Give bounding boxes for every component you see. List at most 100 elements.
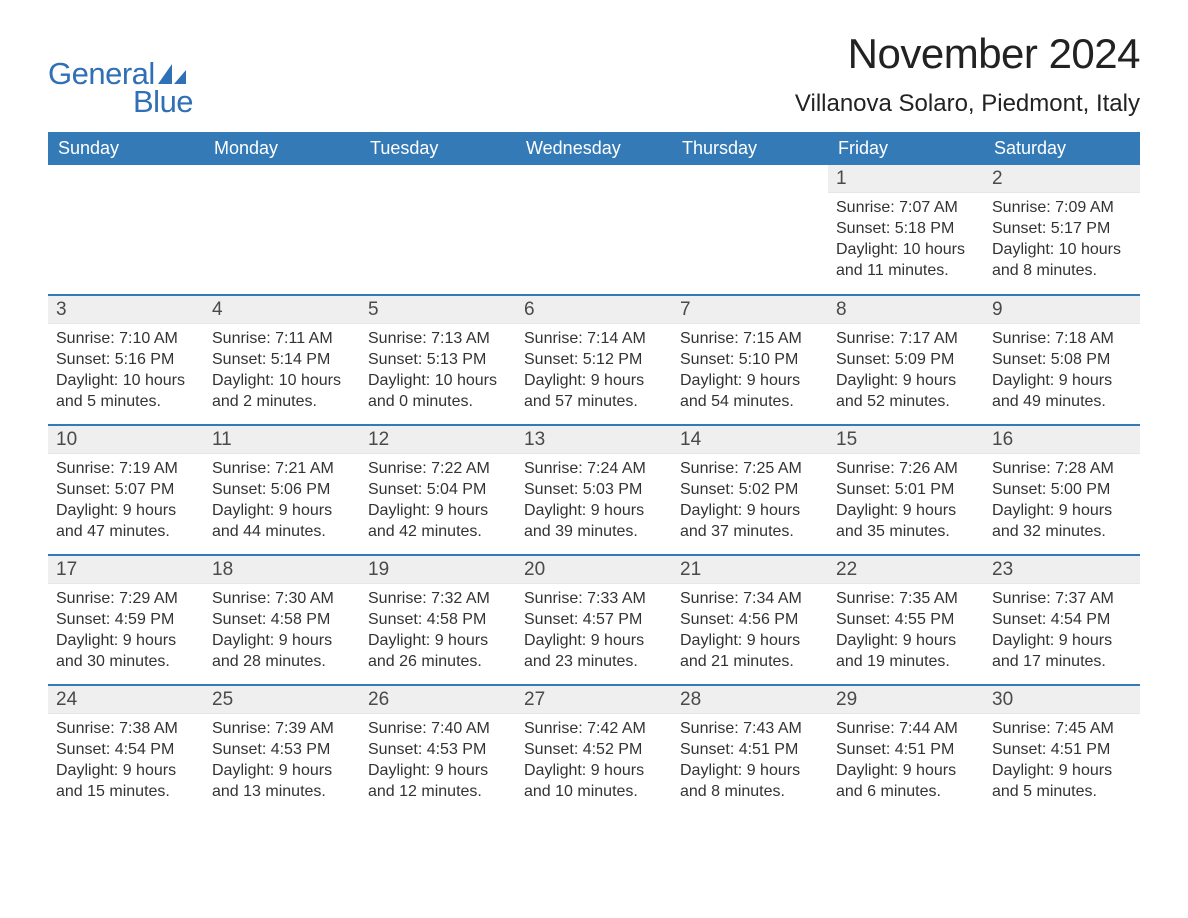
day-number: 28 [672, 686, 828, 714]
sunset-line: Sunset: 5:00 PM [992, 479, 1132, 500]
calendar-cell: 4Sunrise: 7:11 AMSunset: 5:14 PMDaylight… [204, 295, 360, 425]
daylight-line: Daylight: 9 hours and 12 minutes. [368, 760, 508, 802]
calendar-cell: 23Sunrise: 7:37 AMSunset: 4:54 PMDayligh… [984, 555, 1140, 685]
calendar-week: 3Sunrise: 7:10 AMSunset: 5:16 PMDaylight… [48, 295, 1140, 425]
calendar-header-row: SundayMondayTuesdayWednesdayThursdayFrid… [48, 132, 1140, 165]
day-number: 15 [828, 426, 984, 454]
sunrise-line: Sunrise: 7:25 AM [680, 458, 820, 479]
calendar-cell: 3Sunrise: 7:10 AMSunset: 5:16 PMDaylight… [48, 295, 204, 425]
day-number: 11 [204, 426, 360, 454]
daylight-line: Daylight: 9 hours and 44 minutes. [212, 500, 352, 542]
calendar-cell: 24Sunrise: 7:38 AMSunset: 4:54 PMDayligh… [48, 685, 204, 815]
weekday-header: Thursday [672, 132, 828, 165]
weekday-header: Saturday [984, 132, 1140, 165]
sunrise-line: Sunrise: 7:09 AM [992, 197, 1132, 218]
calendar-cell: 7Sunrise: 7:15 AMSunset: 5:10 PMDaylight… [672, 295, 828, 425]
calendar-cell: 19Sunrise: 7:32 AMSunset: 4:58 PMDayligh… [360, 555, 516, 685]
sunset-line: Sunset: 5:02 PM [680, 479, 820, 500]
sunrise-line: Sunrise: 7:28 AM [992, 458, 1132, 479]
day-body: Sunrise: 7:17 AMSunset: 5:09 PMDaylight:… [828, 324, 984, 412]
day-body: Sunrise: 7:29 AMSunset: 4:59 PMDaylight:… [48, 584, 204, 672]
day-body: Sunrise: 7:07 AMSunset: 5:18 PMDaylight:… [828, 193, 984, 281]
sunset-line: Sunset: 5:14 PM [212, 349, 352, 370]
calendar-cell: 22Sunrise: 7:35 AMSunset: 4:55 PMDayligh… [828, 555, 984, 685]
day-body: Sunrise: 7:09 AMSunset: 5:17 PMDaylight:… [984, 193, 1140, 281]
calendar-cell: 11Sunrise: 7:21 AMSunset: 5:06 PMDayligh… [204, 425, 360, 555]
day-body: Sunrise: 7:21 AMSunset: 5:06 PMDaylight:… [204, 454, 360, 542]
calendar-week: 24Sunrise: 7:38 AMSunset: 4:54 PMDayligh… [48, 685, 1140, 815]
calendar-cell: 2Sunrise: 7:09 AMSunset: 5:17 PMDaylight… [984, 165, 1140, 295]
calendar-cell: 14Sunrise: 7:25 AMSunset: 5:02 PMDayligh… [672, 425, 828, 555]
weekday-header: Tuesday [360, 132, 516, 165]
day-body: Sunrise: 7:25 AMSunset: 5:02 PMDaylight:… [672, 454, 828, 542]
sunrise-line: Sunrise: 7:18 AM [992, 328, 1132, 349]
day-body: Sunrise: 7:39 AMSunset: 4:53 PMDaylight:… [204, 714, 360, 802]
daylight-line: Daylight: 9 hours and 30 minutes. [56, 630, 196, 672]
sunset-line: Sunset: 4:59 PM [56, 609, 196, 630]
sunset-line: Sunset: 5:09 PM [836, 349, 976, 370]
calendar-cell: .. [204, 165, 360, 295]
day-body: Sunrise: 7:44 AMSunset: 4:51 PMDaylight:… [828, 714, 984, 802]
sunrise-line: Sunrise: 7:32 AM [368, 588, 508, 609]
sunset-line: Sunset: 4:54 PM [992, 609, 1132, 630]
calendar-cell: 10Sunrise: 7:19 AMSunset: 5:07 PMDayligh… [48, 425, 204, 555]
calendar-cell: 6Sunrise: 7:14 AMSunset: 5:12 PMDaylight… [516, 295, 672, 425]
sunset-line: Sunset: 4:54 PM [56, 739, 196, 760]
daylight-line: Daylight: 9 hours and 39 minutes. [524, 500, 664, 542]
weekday-header: Wednesday [516, 132, 672, 165]
sunrise-line: Sunrise: 7:37 AM [992, 588, 1132, 609]
day-body: Sunrise: 7:32 AMSunset: 4:58 PMDaylight:… [360, 584, 516, 672]
day-body: Sunrise: 7:40 AMSunset: 4:53 PMDaylight:… [360, 714, 516, 802]
day-body: Sunrise: 7:18 AMSunset: 5:08 PMDaylight:… [984, 324, 1140, 412]
daylight-line: Daylight: 9 hours and 5 minutes. [992, 760, 1132, 802]
sunrise-line: Sunrise: 7:21 AM [212, 458, 352, 479]
sunset-line: Sunset: 4:51 PM [836, 739, 976, 760]
sunrise-line: Sunrise: 7:44 AM [836, 718, 976, 739]
sail-icon [158, 64, 186, 84]
sunrise-line: Sunrise: 7:19 AM [56, 458, 196, 479]
daylight-line: Daylight: 9 hours and 28 minutes. [212, 630, 352, 672]
daylight-line: Daylight: 10 hours and 5 minutes. [56, 370, 196, 412]
calendar-cell: 27Sunrise: 7:42 AMSunset: 4:52 PMDayligh… [516, 685, 672, 815]
day-number: 29 [828, 686, 984, 714]
day-body: Sunrise: 7:33 AMSunset: 4:57 PMDaylight:… [516, 584, 672, 672]
day-body: Sunrise: 7:14 AMSunset: 5:12 PMDaylight:… [516, 324, 672, 412]
day-number: 22 [828, 556, 984, 584]
day-number: 23 [984, 556, 1140, 584]
daylight-line: Daylight: 9 hours and 47 minutes. [56, 500, 196, 542]
daylight-line: Daylight: 10 hours and 8 minutes. [992, 239, 1132, 281]
calendar-cell: 20Sunrise: 7:33 AMSunset: 4:57 PMDayligh… [516, 555, 672, 685]
day-body: Sunrise: 7:34 AMSunset: 4:56 PMDaylight:… [672, 584, 828, 672]
sunrise-line: Sunrise: 7:10 AM [56, 328, 196, 349]
day-number: 12 [360, 426, 516, 454]
day-number: 26 [360, 686, 516, 714]
day-number: 21 [672, 556, 828, 584]
daylight-line: Daylight: 9 hours and 10 minutes. [524, 760, 664, 802]
daylight-line: Daylight: 9 hours and 21 minutes. [680, 630, 820, 672]
day-number: 5 [360, 296, 516, 324]
daylight-line: Daylight: 9 hours and 32 minutes. [992, 500, 1132, 542]
sunset-line: Sunset: 5:06 PM [212, 479, 352, 500]
calendar-cell: 26Sunrise: 7:40 AMSunset: 4:53 PMDayligh… [360, 685, 516, 815]
calendar-cell: 28Sunrise: 7:43 AMSunset: 4:51 PMDayligh… [672, 685, 828, 815]
sunset-line: Sunset: 5:08 PM [992, 349, 1132, 370]
calendar-cell: 21Sunrise: 7:34 AMSunset: 4:56 PMDayligh… [672, 555, 828, 685]
day-number: 16 [984, 426, 1140, 454]
sunrise-line: Sunrise: 7:15 AM [680, 328, 820, 349]
sunset-line: Sunset: 4:51 PM [680, 739, 820, 760]
calendar-cell: 12Sunrise: 7:22 AMSunset: 5:04 PMDayligh… [360, 425, 516, 555]
day-body: Sunrise: 7:24 AMSunset: 5:03 PMDaylight:… [516, 454, 672, 542]
calendar-cell: .. [516, 165, 672, 295]
calendar-cell: .. [672, 165, 828, 295]
day-body: Sunrise: 7:26 AMSunset: 5:01 PMDaylight:… [828, 454, 984, 542]
calendar-cell: 29Sunrise: 7:44 AMSunset: 4:51 PMDayligh… [828, 685, 984, 815]
sunrise-line: Sunrise: 7:38 AM [56, 718, 196, 739]
day-number: 6 [516, 296, 672, 324]
day-body: Sunrise: 7:13 AMSunset: 5:13 PMDaylight:… [360, 324, 516, 412]
daylight-line: Daylight: 9 hours and 6 minutes. [836, 760, 976, 802]
weekday-header: Sunday [48, 132, 204, 165]
day-number: 14 [672, 426, 828, 454]
day-number: 7 [672, 296, 828, 324]
daylight-line: Daylight: 10 hours and 2 minutes. [212, 370, 352, 412]
day-body: Sunrise: 7:22 AMSunset: 5:04 PMDaylight:… [360, 454, 516, 542]
